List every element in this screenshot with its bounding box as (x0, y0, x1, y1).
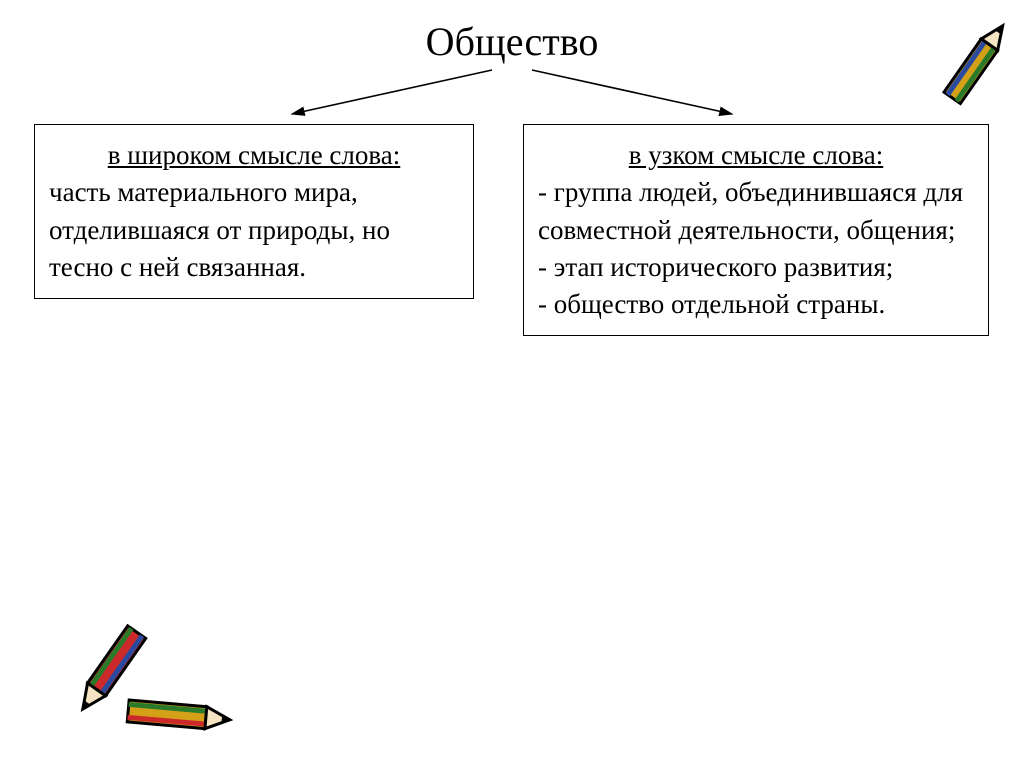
pencil-icon (110, 660, 240, 767)
pencil-icon (938, 6, 1018, 116)
left-definition-box: в широком смысле слова: часть материальн… (34, 124, 474, 299)
right-definition-box: в узком смысле слова: - группа людей, об… (523, 124, 989, 336)
left-box-body: часть материального мира, отделившаяся о… (49, 174, 459, 286)
page-title: Общество (426, 18, 599, 65)
left-box-heading: в широком смысле слова: (49, 137, 459, 174)
right-box-body: - группа людей, объединившаяся для совме… (538, 174, 974, 323)
branch-arrows (272, 68, 752, 118)
right-box-heading: в узком смысле слова: (538, 137, 974, 174)
